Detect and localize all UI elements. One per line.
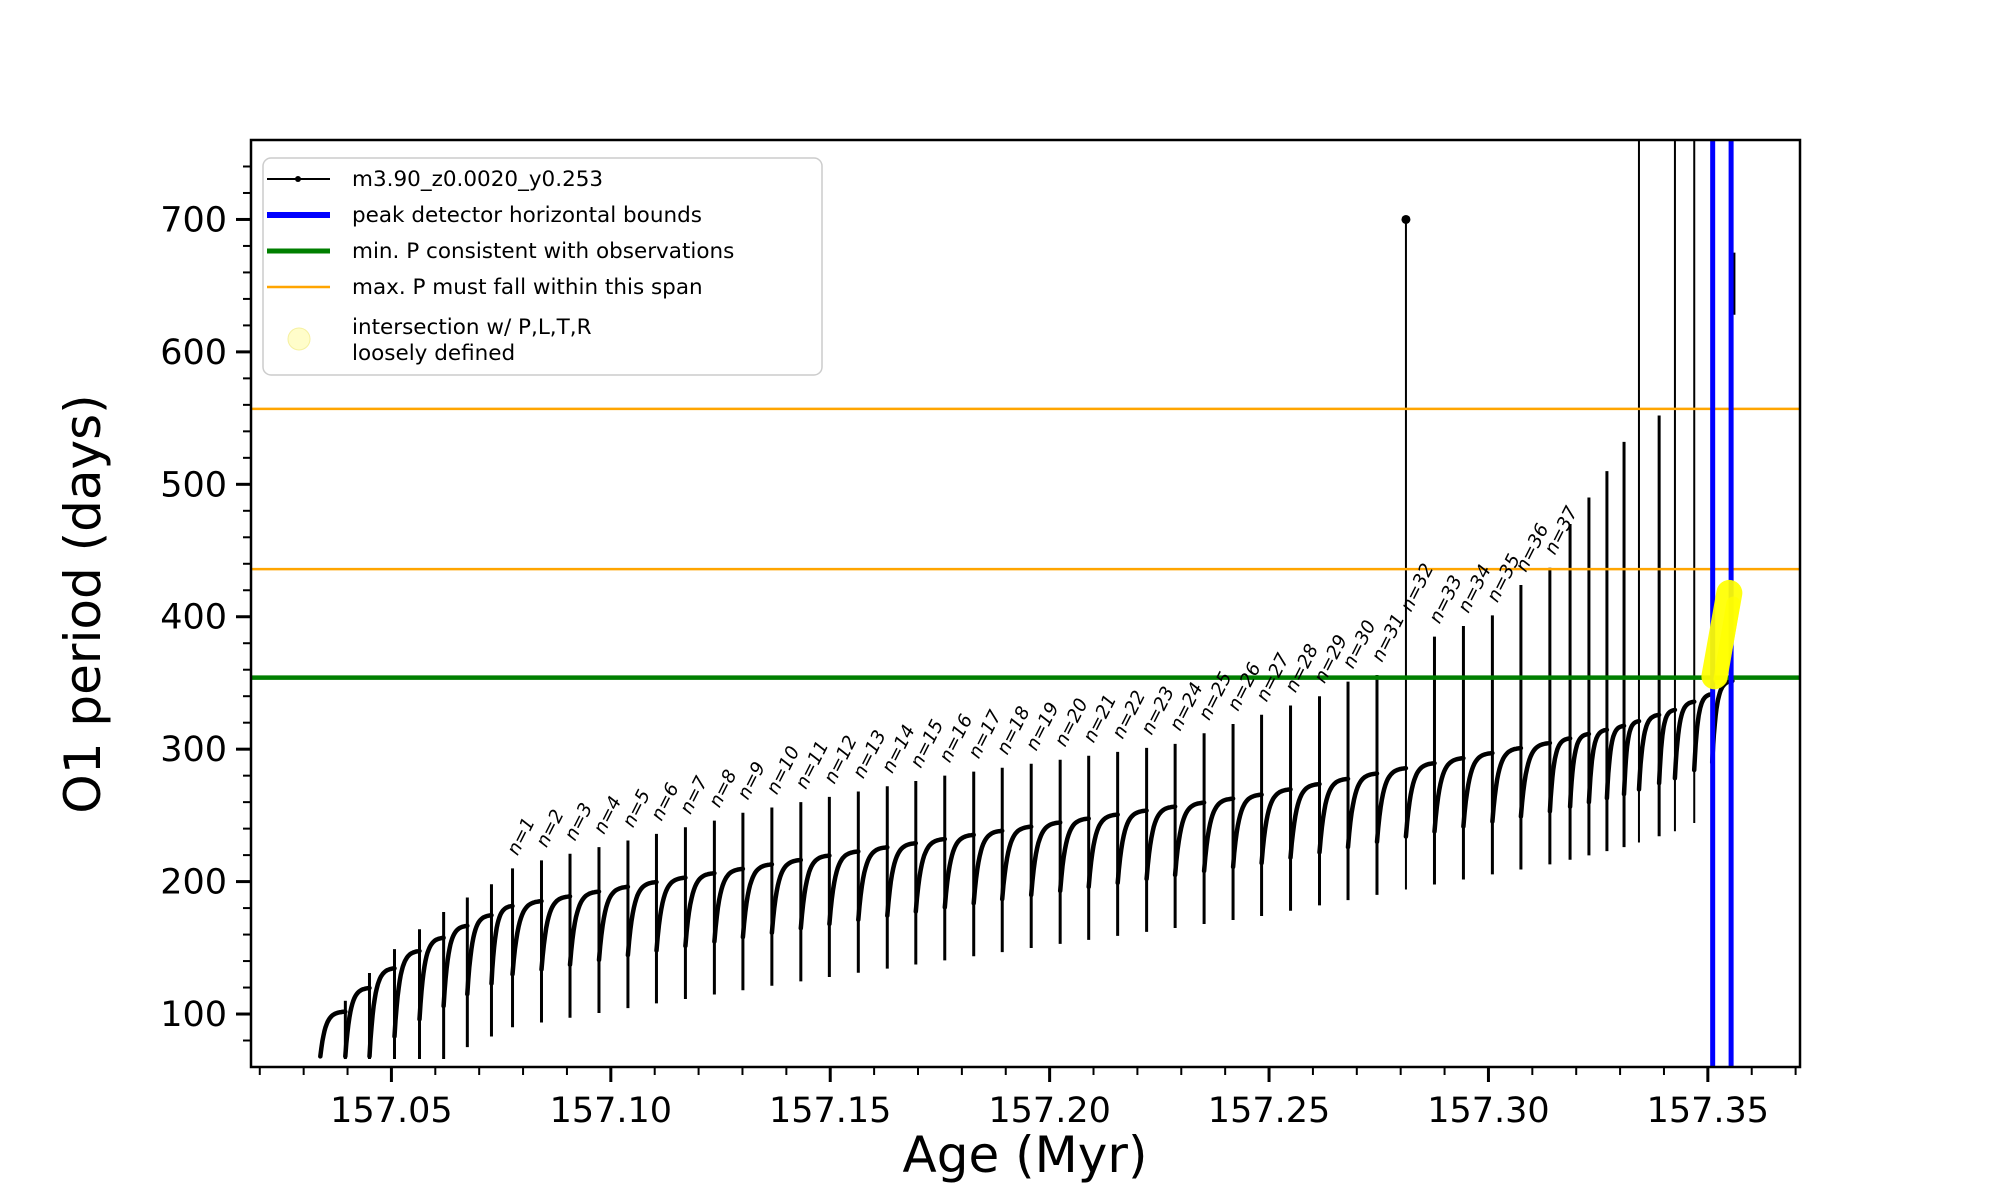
y-tick-label: 300 <box>160 730 227 770</box>
y-tick-label: 500 <box>160 465 227 505</box>
legend-label-max-P: max. P must fall within this span <box>352 275 703 300</box>
x-tick-label: 157.20 <box>988 1091 1110 1131</box>
y-tick-label: 400 <box>160 598 227 638</box>
x-axis-label: Age (Myr) <box>903 1126 1148 1184</box>
x-tick-label: 157.25 <box>1208 1091 1330 1131</box>
major-ticks: 157.05 157.10 157.15 157.20 157.25 157.30 157.… <box>160 200 1769 1131</box>
x-tick-label: 157.15 <box>769 1091 891 1131</box>
legend-label-intersection-line2: loosely defined <box>352 341 515 366</box>
yellow-circle-sample <box>287 327 311 351</box>
y-tick-label: 200 <box>160 863 227 903</box>
x-tick-label: 157.30 <box>1427 1091 1549 1131</box>
series-baseline-curve <box>318 678 1735 1059</box>
legend-label-min-P: min. P consistent with observations <box>352 239 734 264</box>
legend-box <box>262 157 823 376</box>
y-axis-label: O1 period (days) <box>54 394 112 813</box>
intersection-blob-overlay <box>1713 596 1741 686</box>
y-tick-label: 100 <box>160 995 227 1035</box>
plot-frame <box>249 138 1802 1069</box>
intersection-highlight <box>1701 579 1743 690</box>
x-tick-label: 157.05 <box>330 1091 452 1131</box>
x-tick-label: 157.10 <box>550 1091 672 1131</box>
x-tick-label: 157.35 <box>1647 1091 1769 1131</box>
spike-number-labels: n=1n=2n=3n=4n=5n=6n=7n=8n=9n=10n=11n=12n… <box>503 503 1582 859</box>
spike-label-n-9: n=9 <box>734 759 770 803</box>
series-marker-dot <box>295 176 301 182</box>
reference-hlines <box>251 407 1800 680</box>
legend-label-intersection-line1: intersection w/ P,L,T,R <box>352 315 592 340</box>
series-m3.90_z0.0020_y0.253 <box>318 140 1736 1060</box>
legend-label-peak-bounds: peak detector horizontal bounds <box>352 203 702 228</box>
legend-label-series: m3.90_z0.0020_y0.253 <box>352 167 603 192</box>
giant-spike-top-dot <box>1401 214 1411 224</box>
y-tick-label: 600 <box>160 333 227 373</box>
minor-ticks <box>243 165 1797 1075</box>
y-tick-label: 700 <box>160 200 227 240</box>
legend: m3.90_z0.0020_y0.253 peak detector horiz… <box>262 157 823 376</box>
